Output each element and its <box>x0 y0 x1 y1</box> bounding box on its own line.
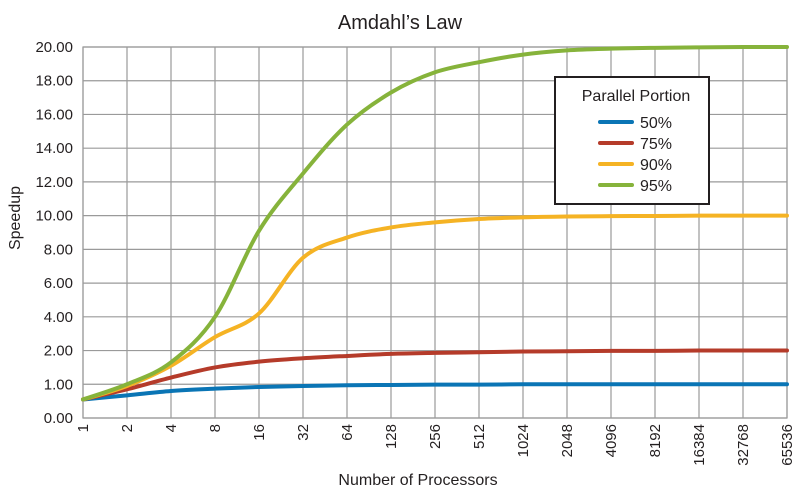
x-tick-label: 4096 <box>603 424 620 457</box>
x-tick-label: 2048 <box>559 424 576 457</box>
x-tick-label: 2 <box>119 424 136 432</box>
y-tick-label: 18.00 <box>35 73 73 90</box>
x-tick-label: 1024 <box>515 424 532 457</box>
y-axis-label: Speedup <box>7 186 24 250</box>
legend-label: 50% <box>640 115 672 132</box>
legend-items: 50% 75% 90% 95% <box>598 115 672 195</box>
series-line-90pct <box>81 213 789 402</box>
x-tick-label: 16384 <box>691 424 708 466</box>
y-tick-label: 2.00 <box>44 343 73 360</box>
y-tick-label: 14.00 <box>35 140 73 157</box>
y-tick-label: 16.00 <box>35 106 73 123</box>
legend-box <box>554 76 710 205</box>
x-tick-label: 128 <box>383 424 400 449</box>
x-tick-label: 256 <box>427 424 444 449</box>
y-tick-label: 4.00 <box>44 309 73 326</box>
y-tick-label: 6.00 <box>44 275 73 292</box>
y-tick-label: 10.00 <box>35 208 73 225</box>
chart-title: Amdahl’s Law <box>338 12 463 34</box>
x-tick-label: 64 <box>339 424 356 441</box>
series-lines <box>81 44 789 402</box>
legend-label: 75% <box>640 136 672 153</box>
x-tick-label: 8 <box>207 424 224 432</box>
y-tick-label: 20.00 <box>35 39 73 56</box>
series-line-95pct <box>81 44 789 402</box>
legend-title: Parallel Portion <box>582 88 691 105</box>
y-tick-label: 0.00 <box>44 410 73 427</box>
legend-label: 95% <box>640 178 672 195</box>
y-axis: 0.00 1.00 2.00 4.00 6.00 8.00 10.00 12.00 14.00 1… <box>35 39 73 427</box>
x-axis-label: Number of Processors <box>338 472 497 489</box>
legend-label: 90% <box>640 157 672 174</box>
y-tick-label: 8.00 <box>44 241 73 258</box>
x-tick-label: 4 <box>163 424 180 432</box>
x-tick-label: 1 <box>75 424 92 432</box>
x-tick-label: 8192 <box>647 424 664 457</box>
x-tick-label: 16 <box>251 424 268 441</box>
x-axis: 1 2 4 8 16 32 64 128 256 512 1024 2048 4096 8192 16384… <box>75 424 795 466</box>
x-tick-label: 512 <box>471 424 488 449</box>
x-tick-label: 32768 <box>735 424 752 466</box>
plot-border <box>82 46 788 419</box>
x-tick-label: 32 <box>295 424 312 441</box>
x-tick-label: 65536 <box>779 424 795 466</box>
y-tick-label: 12.00 <box>35 174 73 191</box>
legend: Parallel Portion 50% 75% 90% 95% <box>554 76 710 205</box>
series-line-50pct <box>81 382 789 402</box>
series-line-75pct <box>81 348 789 402</box>
y-tick-label: 1.00 <box>44 376 73 393</box>
